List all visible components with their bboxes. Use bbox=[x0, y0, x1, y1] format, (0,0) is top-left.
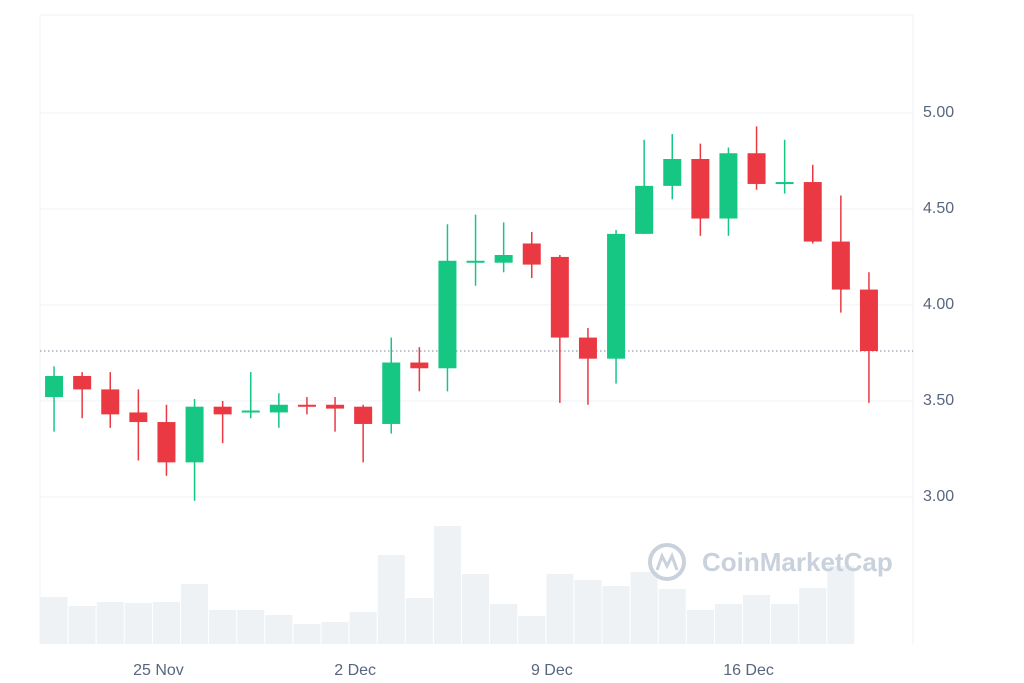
candle-body bbox=[831, 241, 850, 290]
y-tick-label: 3.50 bbox=[923, 392, 954, 409]
volume-bar bbox=[40, 597, 68, 644]
candle-body bbox=[382, 362, 401, 424]
x-tick-label: 16 Dec bbox=[723, 662, 774, 679]
volume-bar bbox=[68, 606, 96, 644]
y-tick-label: 4.50 bbox=[923, 200, 954, 217]
x-tick-label: 25 Nov bbox=[133, 662, 184, 679]
candle-body bbox=[550, 256, 569, 338]
candle-body bbox=[803, 182, 822, 242]
candle-body bbox=[213, 406, 232, 415]
candle-body bbox=[747, 153, 766, 184]
x-tick-label: 2 Dec bbox=[334, 662, 376, 679]
volume-bar bbox=[658, 589, 686, 644]
x-tick-label: 9 Dec bbox=[531, 662, 573, 679]
volume-bar bbox=[405, 598, 433, 644]
candle-body bbox=[101, 389, 120, 415]
candle-body bbox=[157, 422, 176, 463]
volume-bar bbox=[209, 610, 237, 644]
volume-bar bbox=[490, 604, 518, 644]
price-layer: 3.00 3.50 4.00 4.50 5.00 25 Nov 2 Dec 9 Dec 16 D… bbox=[40, 104, 954, 679]
volume-bar bbox=[518, 616, 546, 644]
candle-body bbox=[691, 159, 710, 219]
candle-body bbox=[719, 153, 738, 219]
volume-bar bbox=[124, 603, 152, 644]
volume-bar bbox=[799, 588, 827, 644]
candle-body bbox=[354, 406, 373, 424]
candle-body bbox=[494, 255, 513, 263]
volume-bar bbox=[743, 595, 771, 644]
watermark-logo bbox=[655, 552, 679, 571]
candle-body bbox=[466, 260, 485, 263]
volume-bar bbox=[771, 604, 799, 644]
volume-bar bbox=[462, 574, 490, 644]
volume-bar bbox=[574, 580, 602, 644]
candle-body bbox=[241, 410, 260, 413]
candle-body bbox=[859, 289, 878, 352]
volume-bar bbox=[827, 566, 855, 644]
volume-bar bbox=[321, 622, 349, 644]
watermark-logo bbox=[648, 543, 686, 581]
volume-layer bbox=[40, 112, 913, 644]
candle-body bbox=[438, 260, 457, 369]
candle-body bbox=[663, 159, 682, 186]
volume-bar bbox=[377, 555, 405, 644]
volume-bar bbox=[630, 572, 658, 644]
volume-bar bbox=[546, 574, 574, 644]
candle-body bbox=[635, 185, 654, 234]
candle-body bbox=[326, 404, 345, 409]
candle-body bbox=[775, 182, 794, 185]
candle-body bbox=[297, 404, 316, 407]
volume-bar bbox=[686, 610, 714, 644]
volume-bar bbox=[181, 584, 209, 644]
volume-bar bbox=[433, 526, 461, 644]
volume-bar bbox=[349, 612, 377, 644]
candle-body bbox=[522, 243, 541, 265]
candle-body bbox=[45, 375, 64, 398]
volume-bar bbox=[265, 615, 293, 644]
y-tick-label: 3.00 bbox=[923, 488, 954, 505]
y-tick-label: 5.00 bbox=[923, 104, 954, 121]
candle-body bbox=[73, 375, 92, 390]
volume-bar bbox=[237, 610, 265, 644]
watermark: CoinMarketCap bbox=[648, 543, 893, 581]
y-tick-label: 4.00 bbox=[923, 296, 954, 313]
candle-body bbox=[578, 337, 597, 359]
candle-body bbox=[607, 233, 626, 359]
watermark-text: CoinMarketCap bbox=[702, 547, 893, 577]
candle-body bbox=[269, 404, 288, 413]
volume-bar bbox=[96, 602, 124, 644]
volume-bar bbox=[152, 602, 180, 644]
volume-bar bbox=[293, 624, 321, 644]
candle-body bbox=[410, 362, 429, 369]
candle-body bbox=[185, 406, 204, 463]
candle-body bbox=[129, 412, 148, 423]
volume-bar bbox=[602, 586, 630, 644]
volume-bar bbox=[714, 604, 742, 644]
